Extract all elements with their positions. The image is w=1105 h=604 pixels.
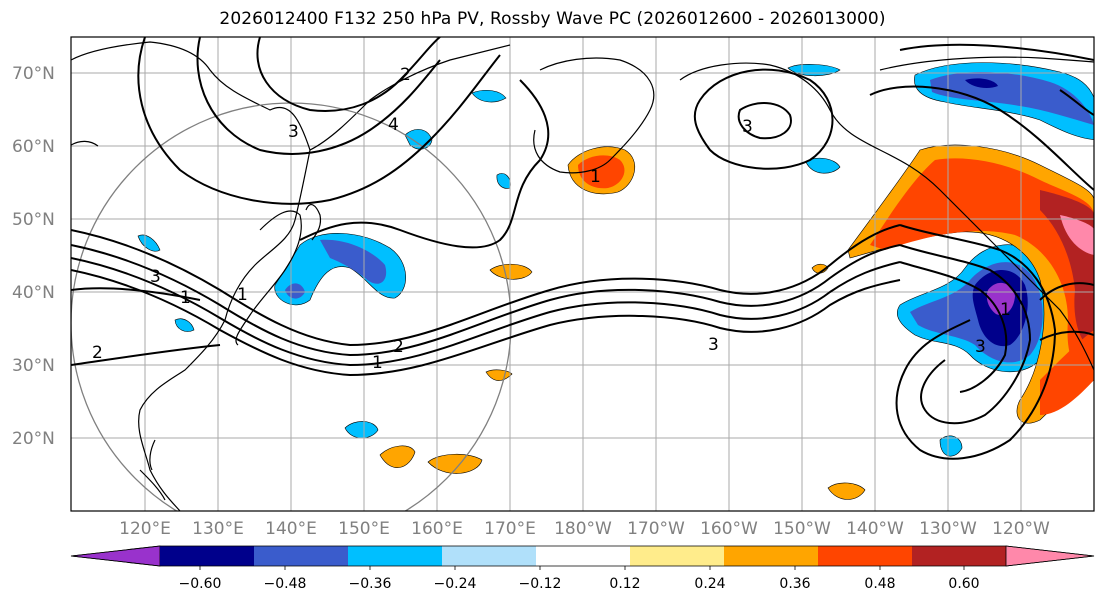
lat-label-20: 20°N (12, 429, 55, 449)
lon-label-160w: 160°W (700, 519, 758, 539)
lon-label-130e: 130°E (192, 519, 244, 539)
colorbar-segment-3 (442, 546, 536, 566)
contour-label-2b: 2 (92, 343, 103, 363)
colorbar-segment-0 (160, 546, 254, 566)
colorbar-segment-7 (818, 546, 912, 566)
colorbar-right-extension (1005, 545, 1095, 567)
colorbar-tick-label: −0.48 (264, 576, 307, 592)
colorbar-tick-label: 0.12 (609, 576, 640, 592)
colorbar-segment-4 (536, 546, 630, 566)
lon-label-170e: 170°E (484, 519, 536, 539)
contour-label-1c: 1 (237, 285, 248, 305)
longitude-labels: 120°E 130°E 140°E 150°E 160°E 170°E 180°… (119, 519, 1050, 539)
contour-label-3e: 3 (150, 267, 161, 287)
contour-label-4a: 4 (388, 115, 399, 135)
lon-label-130w: 130°W (919, 519, 977, 539)
contour-label-3c: 3 (708, 335, 719, 355)
contour-label-1b: 1 (372, 353, 383, 373)
colorbar-left-extension (70, 545, 161, 567)
lon-label-150w: 150°W (773, 519, 831, 539)
contour-label-2c: 2 (393, 337, 404, 357)
colorbar-segment-5 (630, 546, 724, 566)
contour-label-2a: 2 (400, 65, 411, 85)
lon-label-160e: 160°E (411, 519, 463, 539)
lat-label-50: 50°N (12, 210, 55, 230)
colorbar-segment-6 (724, 546, 818, 566)
lon-label-140w: 140°W (846, 519, 904, 539)
negative-anomaly-japan (274, 233, 406, 306)
lon-label-150e: 150°E (338, 519, 390, 539)
colorbar-segment-1 (254, 546, 348, 566)
contour-label-1d: 1 (1000, 300, 1011, 320)
map-panel: 2 3 4 3 1 2 1 3 2 1 3 1 3 1 (71, 37, 1094, 511)
contour-label-3a: 3 (288, 122, 299, 142)
colorbar-tick-label: 0.24 (694, 576, 725, 592)
colorbar-tick-label: −0.36 (349, 576, 392, 592)
pv-contours (71, 37, 1094, 460)
map-frame (70, 36, 1095, 512)
contour-label-3b: 3 (742, 117, 753, 137)
coastlines (71, 41, 1094, 511)
colorbar-segment-8 (912, 546, 1006, 566)
lon-label-170w: 170°W (627, 519, 685, 539)
lat-label-40: 40°N (12, 283, 55, 303)
colorbar-tick-label: 0.36 (779, 576, 810, 592)
lon-label-140e: 140°E (265, 519, 317, 539)
colorbar-tick-label: −0.24 (434, 576, 477, 592)
colorbar-tick-label: −0.12 (519, 576, 562, 592)
contour-labels: 2 3 4 3 1 2 1 3 2 1 3 1 3 1 (92, 65, 1011, 373)
lat-label-60: 60°N (12, 137, 55, 157)
colorbar-tick-label: 0.60 (948, 576, 979, 592)
contour-label-1a: 1 (590, 167, 601, 187)
contour-label-1e: 1 (180, 288, 191, 308)
colorbar: −0.60 −0.48 −0.36 −0.24 −0.12 0.12 0.24 … (70, 545, 1095, 592)
contour-label-3d: 3 (975, 337, 986, 357)
lon-label-120w: 120°W (992, 519, 1050, 539)
map-title: 2026012400 F132 250 hPa PV, Rossby Wave … (219, 9, 886, 29)
lon-label-180w: 180°W (554, 519, 612, 539)
colorbar-tick-label: −0.60 (179, 576, 222, 592)
colorbar-segment-2 (348, 546, 442, 566)
lat-label-70: 70°N (12, 64, 55, 84)
colorbar-tick-label: 0.48 (864, 576, 895, 592)
gridlines (71, 37, 1094, 511)
latitude-labels: 70°N 60°N 50°N 40°N 30°N 20°N (12, 64, 55, 449)
lon-label-120e: 120°E (119, 519, 171, 539)
lat-label-30: 30°N (12, 356, 55, 376)
